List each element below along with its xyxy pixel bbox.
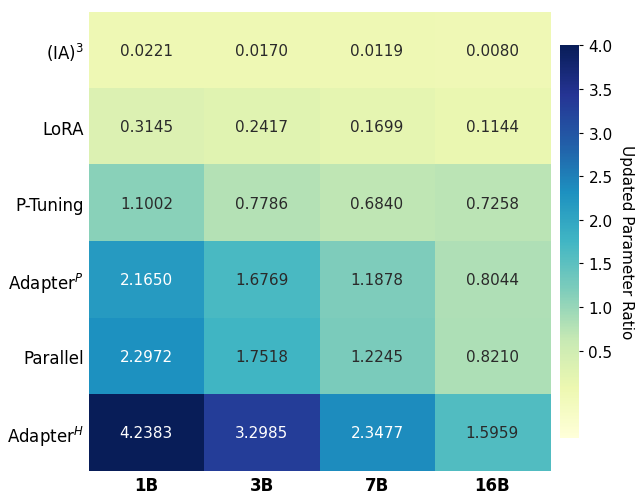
Text: 0.2417: 0.2417 [235,120,288,135]
Text: 0.8044: 0.8044 [466,273,519,288]
Text: 0.1144: 0.1144 [466,120,519,135]
Text: 0.8210: 0.8210 [466,349,519,364]
Text: 2.3477: 2.3477 [351,425,404,440]
Text: 2.2972: 2.2972 [120,349,173,364]
Text: 0.0119: 0.0119 [351,44,404,59]
Text: 0.7786: 0.7786 [235,196,288,211]
Text: 1.5959: 1.5959 [466,425,519,440]
Text: 1.7518: 1.7518 [235,349,288,364]
Text: 0.3145: 0.3145 [120,120,173,135]
Text: 1.6769: 1.6769 [235,273,289,288]
Text: 2.1650: 2.1650 [120,273,173,288]
Text: 0.0221: 0.0221 [120,44,173,59]
Text: 1.2245: 1.2245 [351,349,403,364]
Text: 1.1002: 1.1002 [120,196,173,211]
Text: 0.6840: 0.6840 [351,196,404,211]
Text: 1.1878: 1.1878 [351,273,403,288]
Text: 3.2985: 3.2985 [235,425,288,440]
Text: 0.1699: 0.1699 [350,120,404,135]
Text: 0.0080: 0.0080 [466,44,519,59]
Text: 4.2383: 4.2383 [120,425,173,440]
Text: 0.0170: 0.0170 [235,44,288,59]
Y-axis label: Updated Parameter Ratio: Updated Parameter Ratio [619,145,634,339]
Text: 0.7258: 0.7258 [466,196,519,211]
